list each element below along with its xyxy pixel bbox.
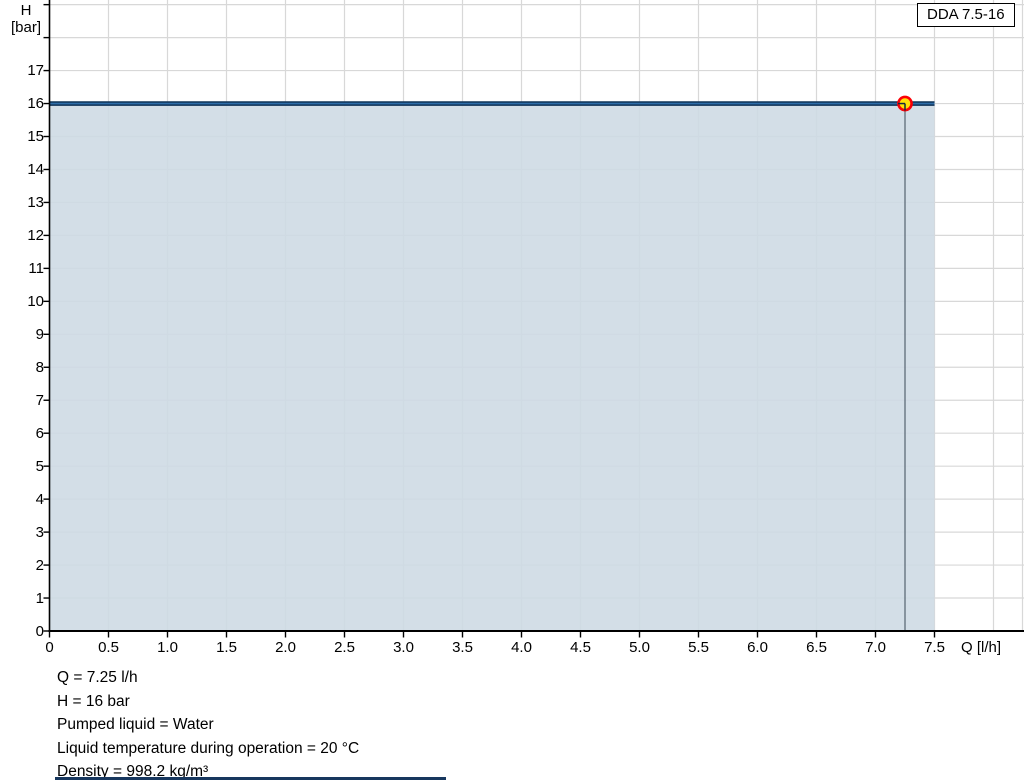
pump-model-label: DDA 7.5-16 [927,6,1005,23]
x-tick-label: 7.0 [865,639,886,656]
x-tick-label: 6.5 [806,639,827,656]
info-line-temperature: Liquid temperature during operation = 20… [57,739,360,757]
x-tick-label: 5.5 [688,639,709,656]
x-tick-label: 6.0 [747,639,768,656]
y-tick-label: 11 [28,259,44,277]
operating-conditions-block: Q = 7.25 l/h H = 16 bar Pumped liquid = … [57,666,359,781]
y-tick-label: 14 [27,160,44,178]
x-axis-unit-label: Q [l/h] [961,639,1002,656]
x-tick-label: 1.0 [157,639,178,656]
info-line-liquid: Pumped liquid = Water [57,716,214,733]
info-line-head: H = 16 bar [57,692,130,710]
y-tick-label: 0 [35,622,44,640]
y-tick-label: 3 [35,523,44,541]
info-line-flow: Q = 7.25 l/h [57,669,138,686]
x-tick-label: 3.5 [452,639,473,656]
bottom-accent-line [55,777,446,780]
pump-model-badge: DDA 7.5-16 [917,3,1015,27]
y-tick-label: 6 [35,424,44,442]
y-tick-label: 2 [35,556,44,574]
y-tick-label: 13 [27,193,44,211]
x-tick-label: 0 [45,639,54,656]
y-tick-label: 15 [27,128,44,145]
x-tick-label: 4.0 [511,639,532,656]
x-tick-label: 7.5 [924,639,945,656]
x-tick-label: 3.0 [393,639,414,656]
x-tick-label: 2.5 [334,639,355,656]
x-tick-label: 4.5 [570,639,591,656]
y-tick-label: 9 [35,325,44,343]
x-tick-label: 5.0 [629,639,650,656]
y-tick-label: 17 [27,62,44,80]
y-tick-label: 5 [35,457,44,475]
y-tick-label: 10 [27,292,44,310]
y-tick-label: 8 [35,358,44,376]
info-line-density: Density = 998.2 kg/m³ [57,763,209,780]
y-axis-unit-label: [bar] [10,19,41,36]
y-tick-label: 7 [35,391,44,409]
y-axis-label: H [20,2,32,19]
curve-area-fill [49,103,935,631]
y-tick-label: 4 [35,490,44,508]
y-tick-label: 1 [35,589,44,607]
x-tick-label: 0.5 [98,639,119,656]
y-tick-label: 16 [27,95,44,113]
y-tick-label: 12 [27,226,44,244]
x-tick-label: 1.5 [216,639,237,656]
x-tick-label: 2.0 [275,639,296,656]
